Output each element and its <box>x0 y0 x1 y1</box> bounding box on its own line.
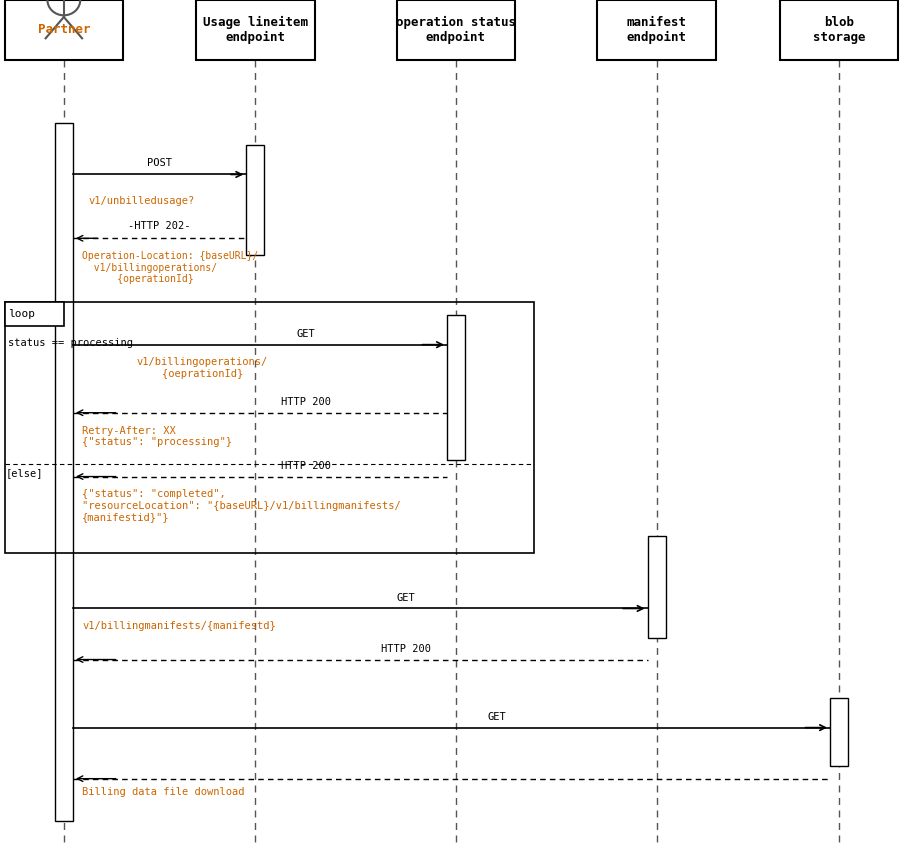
Text: GET: GET <box>296 328 314 339</box>
Text: v1/unbilledusage?: v1/unbilledusage? <box>88 196 194 206</box>
Text: loop: loop <box>8 309 36 319</box>
Text: {"status": "completed",
"resourceLocation": "{baseURL}/v1/billingmanifests/
{man: {"status": "completed", "resourceLocatio… <box>82 489 401 523</box>
Text: Usage lineitem
endpoint: Usage lineitem endpoint <box>202 15 308 44</box>
Text: -HTTP 202-: -HTTP 202- <box>128 221 190 231</box>
Bar <box>5 302 533 553</box>
Text: v1/billingoperations/
    {oeprationId}: v1/billingoperations/ {oeprationId} <box>137 357 268 379</box>
Text: manifest
endpoint: manifest endpoint <box>626 15 686 44</box>
Text: status == processing: status == processing <box>8 338 133 348</box>
Bar <box>446 315 465 460</box>
FancyBboxPatch shape <box>779 0 897 60</box>
Text: operation status
endpoint: operation status endpoint <box>395 15 516 44</box>
Bar <box>55 123 73 821</box>
Text: HTTP 200: HTTP 200 <box>281 397 330 407</box>
Bar <box>647 536 665 638</box>
Text: HTTP 200: HTTP 200 <box>381 643 430 654</box>
Text: POST: POST <box>147 157 172 168</box>
Text: Billing data file download: Billing data file download <box>82 787 244 797</box>
FancyBboxPatch shape <box>196 0 314 60</box>
Text: Retry-After: XX
{"status": "processing"}: Retry-After: XX {"status": "processing"} <box>82 426 231 447</box>
Bar <box>246 145 264 255</box>
FancyBboxPatch shape <box>5 302 64 326</box>
Text: Partner: Partner <box>37 23 90 37</box>
Text: GET: GET <box>396 592 415 603</box>
Bar <box>829 698 847 766</box>
Text: blob
storage: blob storage <box>812 16 865 43</box>
FancyBboxPatch shape <box>396 0 515 60</box>
Text: v1/billingmanifests/{manifestd}: v1/billingmanifests/{manifestd} <box>82 621 275 631</box>
Text: GET: GET <box>487 711 506 722</box>
Text: Operation-Location: {baseURL}/
  v1/billingoperations/
      {operationId}: Operation-Location: {baseURL}/ v1/billin… <box>82 251 258 284</box>
FancyBboxPatch shape <box>5 0 123 60</box>
Text: HTTP 200: HTTP 200 <box>281 460 330 471</box>
Text: [else]: [else] <box>5 468 43 478</box>
FancyBboxPatch shape <box>597 0 715 60</box>
